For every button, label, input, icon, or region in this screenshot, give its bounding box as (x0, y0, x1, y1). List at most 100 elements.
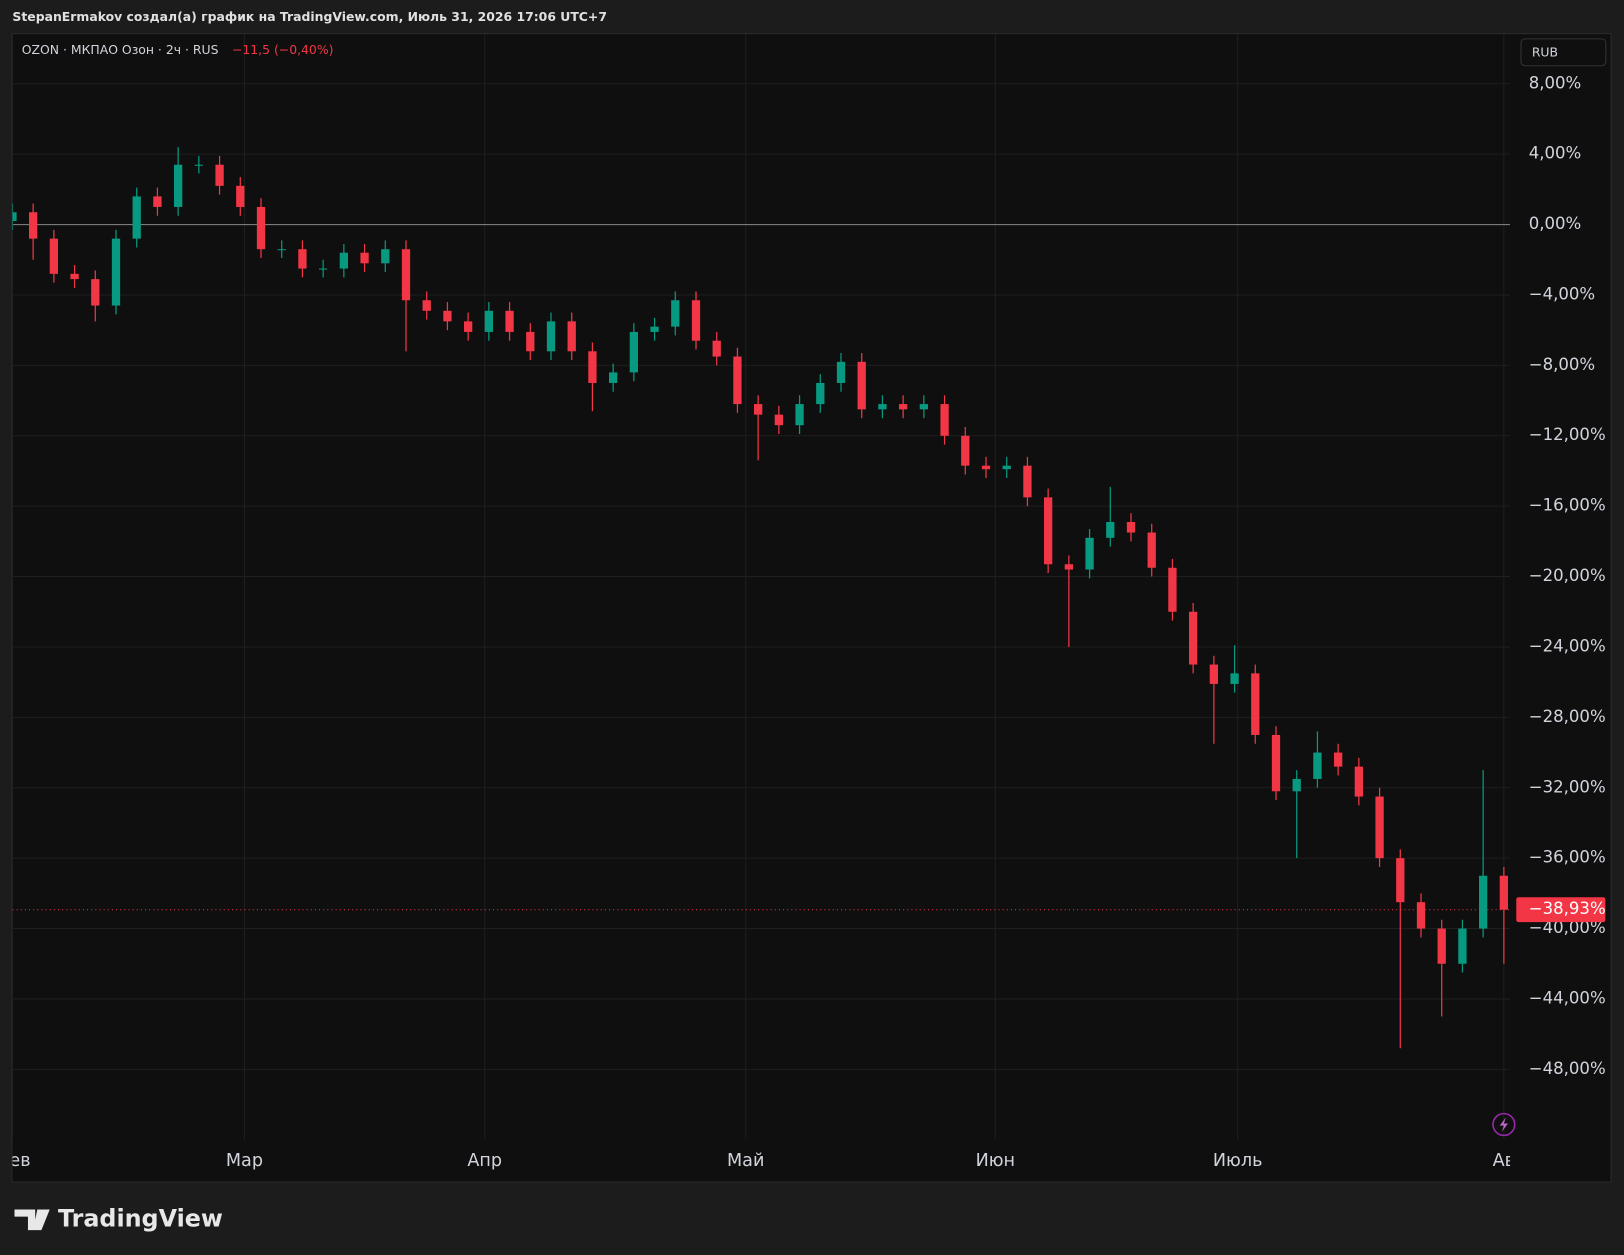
candle-body (91, 279, 100, 306)
candle-body (1251, 673, 1260, 735)
candle-body (1354, 766, 1363, 797)
caption: StepanErmakov создал(а) график на Tradin… (12, 9, 607, 24)
candle-body (981, 465, 991, 470)
candle-body (816, 382, 825, 405)
candle-body (588, 351, 597, 383)
y-tick-label: −48,00% (1529, 1059, 1606, 1078)
candle-body (464, 321, 473, 332)
candle-body (609, 372, 618, 383)
candle-body (1209, 664, 1218, 684)
change-label: −11,5 (−0,40%) (232, 42, 333, 57)
last-price-label: −38,93% (1529, 899, 1606, 918)
candle-body (111, 238, 121, 306)
candle-body (484, 310, 493, 332)
candle-body (774, 414, 783, 426)
candle-body (671, 300, 680, 327)
candle-body (919, 404, 928, 410)
y-tick-label: −40,00% (1529, 918, 1606, 937)
candle-body (1085, 537, 1094, 570)
candle-body (381, 249, 390, 264)
candle-body (1230, 673, 1239, 684)
candle-body (215, 164, 224, 186)
candle-body (319, 268, 328, 270)
candle-body (236, 185, 245, 207)
candle-body (70, 273, 79, 280)
x-tick-label: Апр (467, 1151, 502, 1171)
overlay: 8,00% 4,00% 0,00% −4,00% −8,00% −12,00% −16,00… (1516, 73, 1606, 1078)
brand-logo (14, 1209, 50, 1231)
y-tick-label: 0,00% (1529, 214, 1582, 233)
chart-frame (11, 33, 1612, 1183)
candle-body (546, 321, 556, 352)
candle-body (1499, 875, 1508, 910)
currency[interactable]: RUB (1532, 44, 1558, 59)
candle-body (49, 238, 58, 274)
candle-body (339, 252, 348, 269)
last-price-box (1516, 897, 1606, 923)
candle-body (1189, 611, 1198, 665)
y-tick-label: −28,00% (1529, 707, 1606, 726)
candle-body (1106, 521, 1115, 538)
y-tick-label: −8,00% (1529, 355, 1595, 374)
candle-body (1458, 928, 1467, 964)
y-tick-label: 4,00% (1529, 144, 1582, 163)
candle-body (360, 252, 369, 264)
brand: TradingView (58, 1204, 223, 1232)
candle-body (1064, 564, 1073, 570)
candle-body (277, 249, 286, 251)
candle-body (1437, 928, 1446, 964)
candle-body (754, 404, 763, 415)
candle-body (1375, 796, 1384, 859)
candle-body (174, 164, 183, 207)
candle-body (1147, 532, 1156, 568)
candle-body (857, 361, 866, 410)
candle-body (1479, 875, 1488, 929)
candle-body (1126, 521, 1136, 533)
candle-body (443, 310, 452, 322)
candle-body (1044, 497, 1053, 565)
x-tick-label: Мар (226, 1151, 263, 1171)
candle-body (132, 196, 141, 239)
x-tick-label: Ав (1493, 1151, 1515, 1171)
x-tick-label: Май (727, 1151, 764, 1171)
candle-body (1002, 465, 1011, 470)
x-tick-label: Июн (976, 1151, 1015, 1171)
y-tick-label: −44,00% (1529, 988, 1606, 1007)
candle-body (422, 300, 431, 311)
candle-body (1292, 778, 1301, 792)
alert-icon[interactable] (1492, 1112, 1516, 1137)
candle-body (712, 340, 721, 357)
candle-body (733, 356, 742, 405)
candle-body (961, 435, 970, 466)
candles: Фев Мар Апр Май Июн Июль Ав (12, 147, 1515, 1171)
candle-body (194, 164, 203, 166)
candle-body (1271, 734, 1281, 792)
y-tick-label: −20,00% (1529, 566, 1606, 585)
x-tick-label: Июль (1213, 1151, 1263, 1171)
candle-body (526, 331, 535, 352)
currency-button[interactable] (1520, 38, 1607, 67)
candle-body (1168, 567, 1177, 612)
y-tick-label: −16,00% (1529, 496, 1606, 515)
candle-body (836, 361, 846, 383)
symbol-info: OZON · МКПАО Озон · 2ч · RUS (22, 42, 219, 57)
y-tick-label: −36,00% (1529, 848, 1606, 867)
candle-body (401, 249, 411, 301)
candle-body (940, 404, 949, 436)
candle-body (256, 206, 266, 250)
candle-body (1396, 858, 1405, 903)
y-tick-label: −4,00% (1529, 284, 1595, 303)
y-tick-label: −12,00% (1529, 425, 1606, 444)
y-tick-label: 8,00% (1529, 73, 1582, 92)
candle-body (1313, 752, 1322, 779)
candle-body (1334, 752, 1343, 767)
candle-body (1023, 465, 1032, 498)
candle-body (795, 404, 804, 426)
candle-body (29, 212, 38, 239)
candle-body (12, 212, 17, 222)
y-tick-label: −32,00% (1529, 777, 1606, 796)
candle-body (650, 326, 659, 332)
candle-body (1416, 902, 1426, 929)
candle-body (153, 196, 162, 207)
